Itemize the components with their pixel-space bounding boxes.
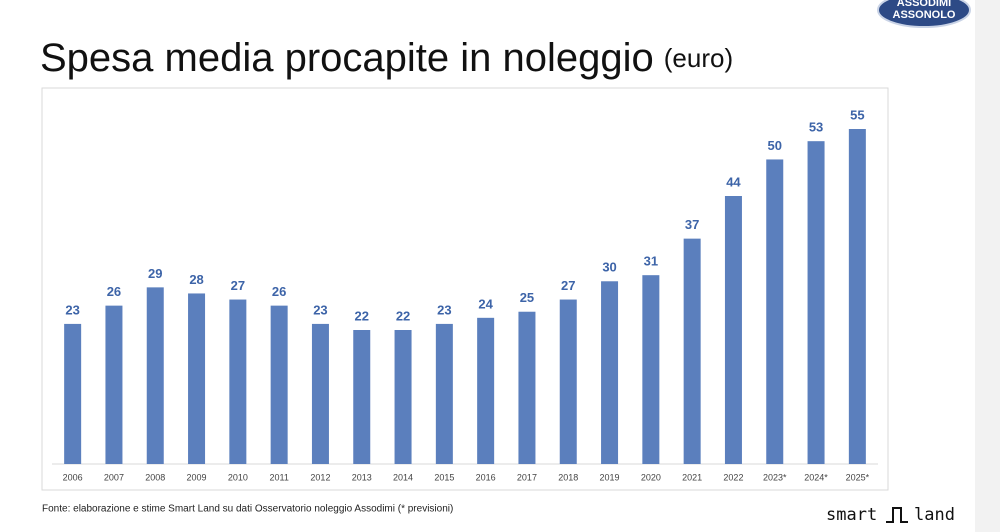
bar	[642, 275, 660, 464]
x-tick-label: 2025*	[846, 472, 870, 482]
bar	[601, 281, 619, 464]
logo-text: ASSODIMI	[897, 0, 951, 9]
chart-frame	[41, 87, 889, 491]
side-strip	[975, 0, 1000, 532]
x-tick-label: 2020	[641, 472, 661, 482]
brand-symbol	[886, 507, 908, 523]
bar	[229, 299, 247, 464]
data-label: 30	[602, 260, 616, 275]
data-label: 23	[313, 302, 327, 317]
data-label: 29	[148, 266, 162, 281]
data-label: 26	[272, 284, 286, 299]
brand-text: land	[914, 505, 955, 525]
title-unit: (euro)	[664, 43, 733, 73]
x-tick-label: 2018	[558, 472, 578, 482]
title: Spesa media procapite in noleggio	[40, 36, 654, 80]
x-tick-label: 2021	[682, 472, 702, 482]
x-tick-label: 2014	[393, 472, 413, 482]
bar	[353, 330, 371, 464]
bar	[683, 238, 701, 464]
data-label: 22	[396, 308, 410, 323]
data-label: 26	[107, 284, 121, 299]
data-label: 23	[437, 302, 451, 317]
data-label: 22	[355, 308, 369, 323]
bar	[477, 317, 495, 464]
x-tick-label: 2009	[187, 472, 207, 482]
data-label: 53	[809, 120, 823, 135]
x-tick-label: 2006	[63, 472, 83, 482]
x-tick-label: 2013	[352, 472, 372, 482]
bar	[105, 305, 123, 464]
source-note: Fonte: elaborazione e stime Smart Land s…	[42, 504, 453, 515]
x-tick-label: 2010	[228, 472, 248, 482]
bar	[807, 141, 825, 464]
bar	[188, 293, 206, 464]
x-tick-label: 2008	[145, 472, 165, 482]
data-label: 55	[850, 107, 864, 122]
bar	[270, 305, 288, 464]
logo: ASSODIMI ASSONOLO	[877, 0, 971, 28]
data-label: 44	[726, 174, 741, 189]
x-tick-label: 2016	[476, 472, 496, 482]
bar	[311, 323, 329, 464]
brand: smart land	[826, 505, 955, 525]
data-label: 28	[189, 272, 203, 287]
bar	[724, 196, 742, 464]
logo-badge	[877, 0, 971, 28]
bar	[146, 287, 164, 464]
slide-title: Spesa media procapite in noleggio (euro)	[40, 36, 733, 80]
x-tick-label: 2024*	[804, 472, 828, 482]
data-label: 50	[768, 138, 782, 153]
x-tick-label: 2012	[310, 472, 330, 482]
bar	[559, 299, 577, 464]
data-label: 37	[685, 217, 699, 232]
bar	[766, 159, 784, 465]
bar	[394, 330, 412, 464]
data-label: 31	[644, 254, 658, 269]
x-tick-label: 2015	[434, 472, 454, 482]
data-label: 27	[231, 278, 245, 293]
data-label: 23	[65, 302, 79, 317]
x-tick-label: 2019	[600, 472, 620, 482]
data-label: 24	[478, 296, 493, 311]
x-tick-label: 2022	[723, 472, 743, 482]
x-tick-label: 2017	[517, 472, 537, 482]
plot: 23 2006 26 2007 29 2008 28 2009 27 2010 26 2011 23 20…	[52, 107, 878, 482]
bar	[848, 129, 866, 464]
x-tick-label: 2007	[104, 472, 124, 482]
logo-text: ASSONOLO	[893, 9, 956, 21]
bar	[435, 323, 453, 464]
bar	[64, 323, 82, 464]
brand-text: smart	[826, 505, 877, 525]
x-tick-label: 2023*	[763, 472, 787, 482]
data-label: 25	[520, 290, 534, 305]
x-tick-label: 2011	[269, 472, 288, 482]
bar	[518, 311, 536, 464]
data-label: 27	[561, 278, 575, 293]
